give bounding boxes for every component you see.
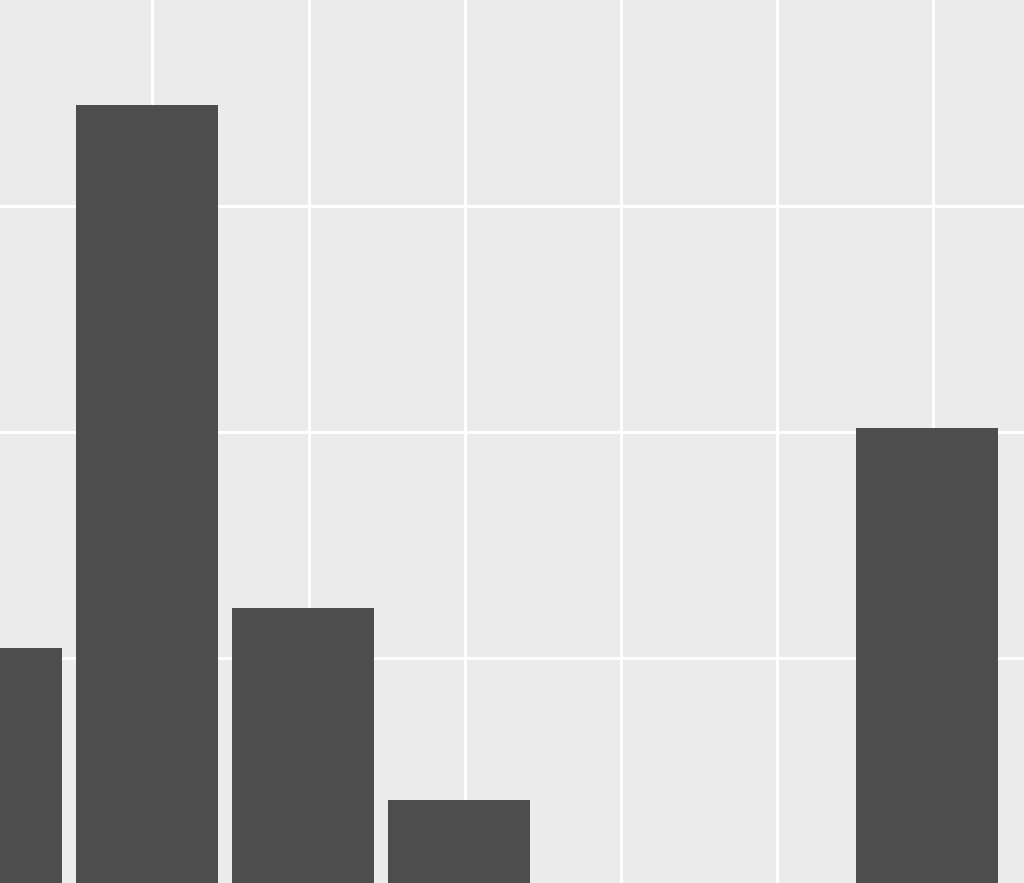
bar-chart [0,0,1024,883]
gridline-vertical [776,0,779,883]
gridline-vertical [464,0,467,883]
bar [856,428,998,883]
bar [388,800,530,883]
gridline-vertical [620,0,623,883]
bar [76,105,218,883]
bar [0,648,62,883]
bar [232,608,374,883]
